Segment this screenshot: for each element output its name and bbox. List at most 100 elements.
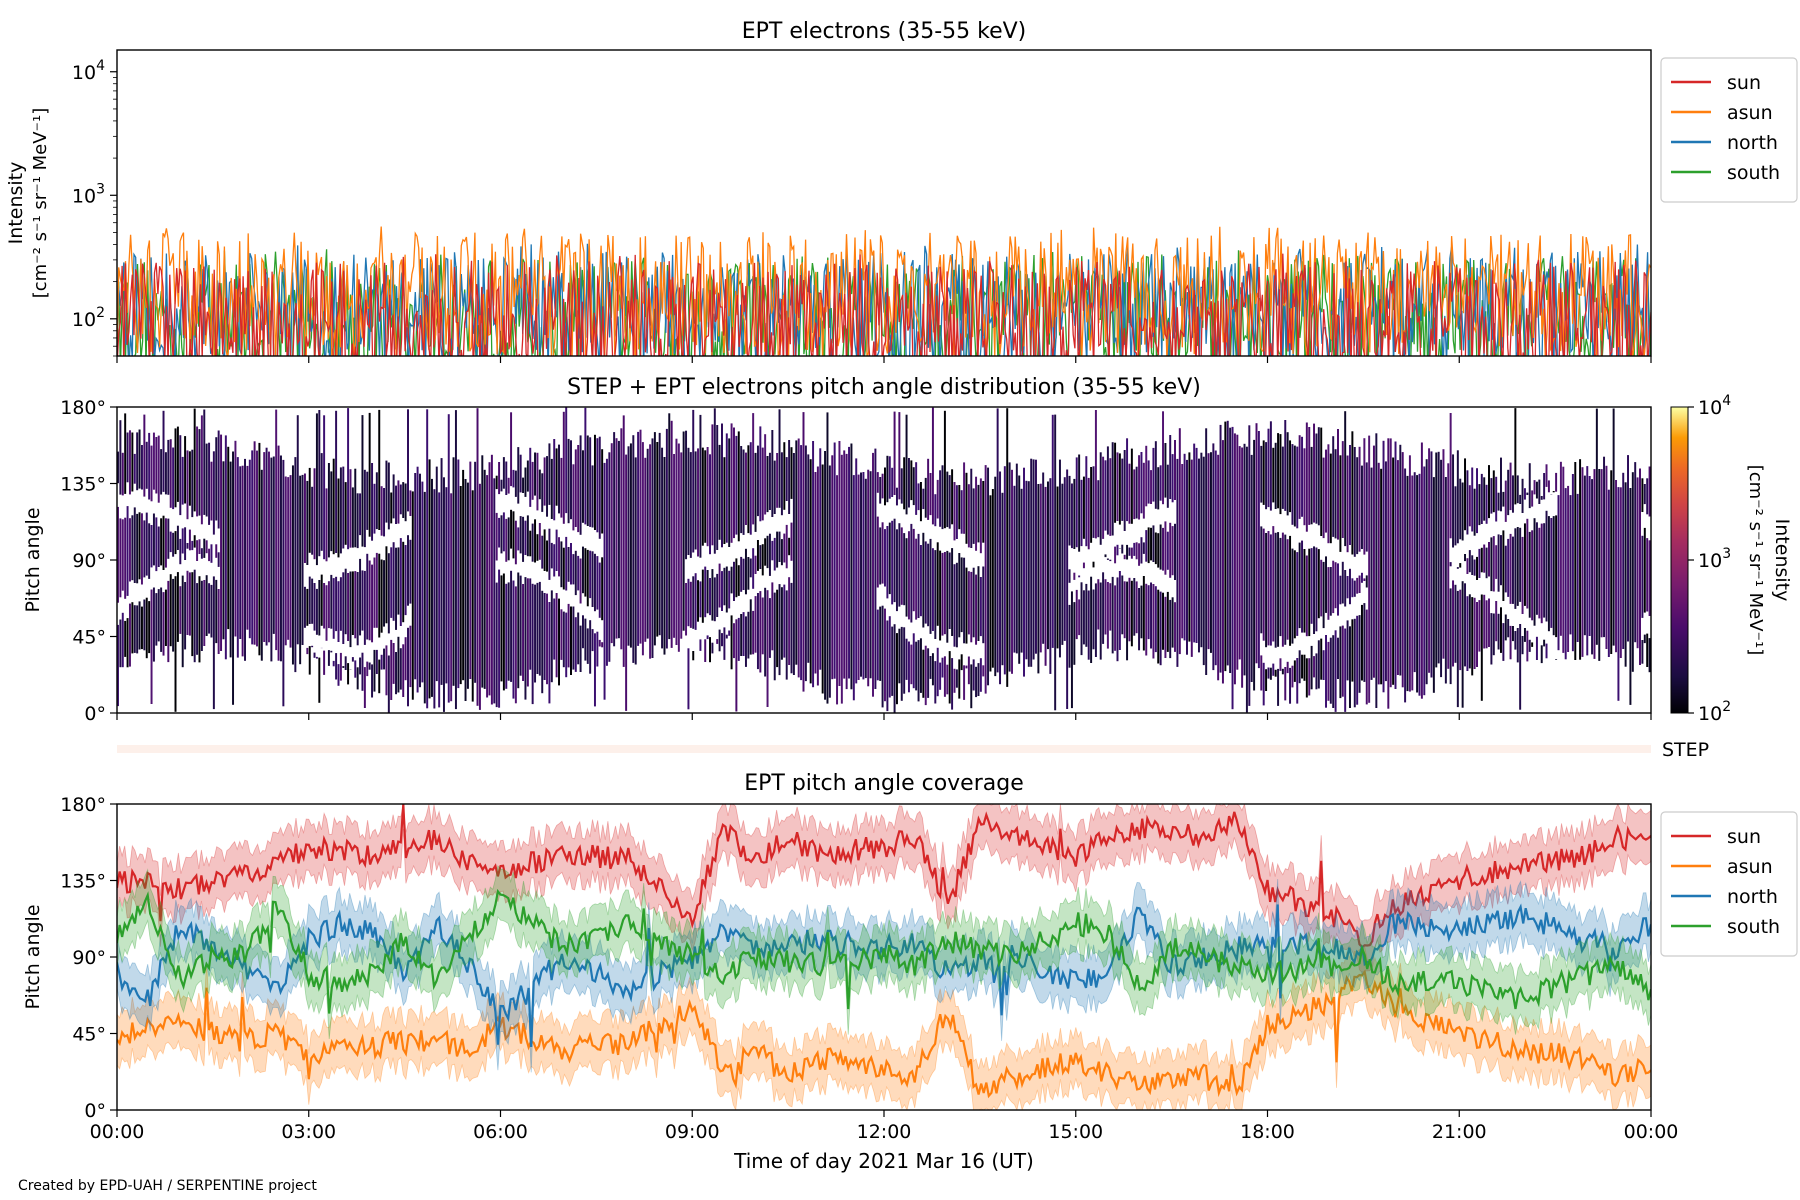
heatmap-cell	[634, 457, 637, 665]
heatmap-cell	[1523, 488, 1526, 500]
heatmap-cell	[900, 626, 903, 701]
legend-label-sun: sun	[1727, 72, 1761, 94]
heatmap-cell	[1116, 577, 1119, 662]
heatmap-cell	[565, 536, 568, 591]
heatmap-cell	[627, 446, 630, 646]
heatmap-cell	[1027, 481, 1030, 667]
heatmap-cell	[733, 623, 735, 659]
heatmap-cell	[603, 462, 606, 700]
heatmap-cell	[1111, 576, 1114, 654]
heatmap-cell	[1459, 589, 1462, 671]
heatmap-cell	[1526, 518, 1529, 609]
heatmap-cell	[884, 529, 886, 587]
heatmap-cell	[1166, 531, 1169, 570]
heatmap-cell	[308, 576, 311, 624]
heatmap-cell	[366, 471, 369, 530]
heatmap-cell	[1135, 542, 1138, 560]
heatmap-cell	[888, 522, 891, 595]
heatmap-cell	[1344, 570, 1347, 607]
heatmap-cell	[1298, 435, 1301, 519]
heatmap-cell	[1360, 572, 1363, 583]
heatmap-cell	[1631, 472, 1634, 672]
heatmap-cell	[999, 471, 1002, 685]
heatmap-cell	[385, 460, 388, 523]
legend-label-north: north	[1727, 132, 1778, 154]
heatmap-cell	[1274, 442, 1277, 509]
y-tick-label: 180°	[60, 794, 106, 816]
heatmap-cell	[965, 665, 968, 669]
heatmap-cell	[826, 412, 829, 704]
heatmap-cell	[881, 522, 884, 584]
heatmap-cell	[1507, 619, 1510, 638]
heatmap-cell	[138, 429, 141, 489]
heatmap-cell	[625, 454, 628, 711]
heatmap-cell	[1097, 579, 1100, 630]
heatmap-cell	[337, 478, 340, 558]
series-line-asun	[117, 226, 1651, 356]
heatmap-cell	[1365, 609, 1368, 705]
heatmap-cell	[344, 568, 347, 635]
y-tick-label: 90°	[72, 550, 106, 572]
heatmap-cell	[917, 483, 920, 511]
heatmap-cell	[1305, 555, 1308, 637]
heatmap-cell	[538, 581, 541, 676]
heatmap-cell	[198, 576, 201, 663]
heatmap-cell	[1286, 432, 1289, 516]
heatmap-cell	[128, 603, 131, 667]
heatmap-cell	[1456, 450, 1459, 544]
heatmap-cell	[1078, 599, 1081, 636]
heatmap-cell	[335, 653, 338, 680]
heatmap-cell	[1157, 589, 1160, 664]
heatmap-cell	[1514, 631, 1517, 650]
heatmap-cell	[531, 523, 534, 562]
heatmap-cell	[500, 515, 503, 554]
heatmap-cell	[522, 516, 525, 562]
heatmap-cell	[505, 518, 508, 562]
heatmap-cell	[311, 578, 314, 624]
heatmap-cell	[1528, 531, 1531, 618]
heatmap-cell	[581, 615, 584, 649]
heatmap-cell	[577, 555, 580, 591]
heatmap-cell	[164, 518, 167, 568]
heatmap-cell	[1099, 452, 1102, 545]
heatmap-cell	[567, 603, 570, 668]
heatmap-cell	[1528, 463, 1531, 509]
heatmap-cell	[196, 426, 199, 517]
heatmap-cell	[1495, 476, 1498, 522]
heatmap-cell	[869, 471, 872, 679]
y-tick-label: 135°	[60, 871, 106, 893]
heatmap-cell	[404, 637, 407, 681]
heatmap-cell	[1054, 414, 1057, 711]
heatmap-cell	[1337, 563, 1339, 616]
heatmap-cell	[301, 474, 304, 645]
heatmap-cell	[1509, 625, 1512, 660]
heatmap-cell	[498, 517, 501, 548]
heatmap-cell	[1557, 495, 1560, 651]
heatmap-cell	[1454, 486, 1457, 546]
heatmap-cell	[205, 540, 208, 554]
heatmap-cell	[519, 575, 522, 676]
heatmap-cell	[546, 456, 549, 517]
heatmap-cell	[507, 477, 510, 494]
heatmap-cell	[941, 657, 944, 678]
heatmap-cell	[493, 478, 496, 704]
heatmap-cell	[905, 414, 908, 515]
heatmap-cell	[586, 435, 589, 526]
heatmap-cell	[689, 581, 692, 628]
heatmap-cell	[670, 420, 673, 648]
heatmap-cell	[1360, 604, 1363, 681]
heatmap-cell	[598, 436, 601, 539]
heatmap-cell	[397, 480, 400, 524]
heatmap-cell	[1080, 582, 1083, 656]
heatmap-cell	[661, 447, 664, 649]
heatmap-cell	[387, 655, 390, 713]
heatmap-cell	[711, 642, 714, 654]
heatmap-cell	[1260, 526, 1263, 634]
heatmap-cell	[483, 469, 486, 689]
heatmap-cell	[960, 557, 963, 633]
heatmap-cell	[409, 625, 412, 688]
legend-box	[1660, 57, 1798, 203]
heatmap-cell	[730, 615, 733, 670]
heatmap-cell	[1301, 436, 1304, 517]
heatmap-cell	[1133, 542, 1136, 556]
